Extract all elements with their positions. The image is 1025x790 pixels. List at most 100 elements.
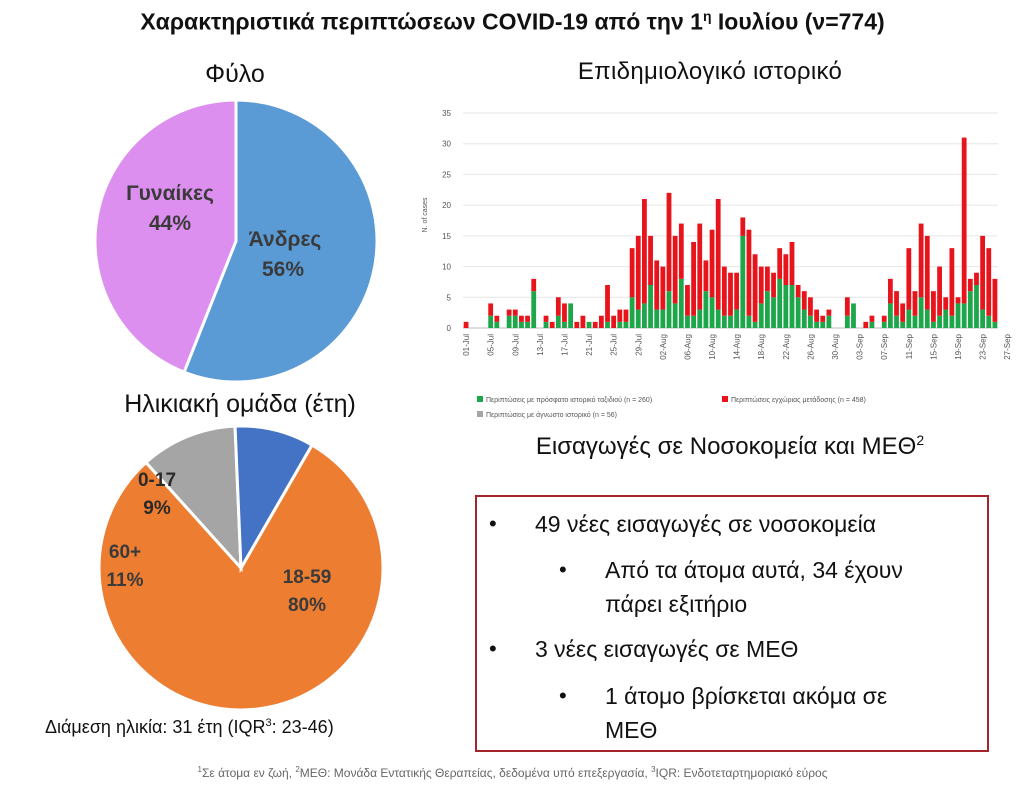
y-axis-label: N. of cases — [422, 197, 429, 233]
bar-segment-travel — [629, 297, 635, 328]
bar-segment-travel — [506, 315, 512, 328]
footnote: 1Σε άτομα εν ζωή, 2ΜΕΘ: Μονάδα Εντατικής… — [197, 765, 828, 780]
bar-segment-local — [617, 309, 623, 322]
legend-swatch — [477, 396, 483, 402]
pie-slice-women — [93, 98, 238, 375]
legend-label: Περιπτώσεις με άγνωστο ιστορικό (n = 56) — [486, 411, 617, 419]
bar-segment-local — [642, 199, 647, 304]
discharged-line-2: πάρει εξιτήριο — [605, 591, 748, 617]
main-title: Χαρακτηριστικά περιπτώσεων COVID-19 από … — [140, 8, 885, 35]
still-icu-line-1: 1 άτομο βρίσκεται ακόμα σε — [605, 683, 888, 709]
bar-segment-travel — [642, 303, 647, 328]
bar-segment-travel — [943, 309, 949, 328]
bar-segment-local — [894, 291, 899, 316]
bar-segment-local — [789, 242, 795, 285]
bar-segment-travel — [525, 321, 530, 328]
bar-segment-travel — [691, 315, 697, 328]
bar-segment-travel — [740, 235, 746, 328]
legend-swatch — [722, 396, 728, 402]
pie-pct-0-17: 9% — [143, 498, 171, 519]
bullet: • — [489, 636, 497, 661]
bar-segment-local — [937, 266, 942, 316]
bar-segment-travel — [678, 278, 684, 328]
bar-segment-travel — [801, 309, 807, 328]
legend-swatch — [477, 411, 483, 417]
bar-segment-travel — [949, 315, 955, 328]
bar-segment-local — [660, 266, 666, 310]
bar-segment-travel — [789, 285, 795, 328]
bar-segment-local — [906, 248, 912, 310]
sex-pie-title: Φύλο — [205, 60, 265, 88]
hospital-info-box: • 49 νέες εισαγωγές σε νοσοκομεία • Από … — [475, 495, 989, 752]
bar-segment-local — [881, 315, 887, 322]
pie-slice-18-59 — [97, 442, 385, 712]
bar-segment-travel — [881, 321, 887, 328]
bar-segment-local — [777, 248, 783, 279]
x-tick-label: 09-Jul — [511, 334, 520, 356]
pie-label-men: Άνδρες — [249, 228, 322, 251]
bar-segment-local — [752, 254, 758, 322]
bar-segment-local — [506, 309, 512, 316]
bar-segment-travel — [869, 321, 875, 328]
bar-segment-travel — [666, 291, 672, 328]
bar-segment-local — [949, 248, 955, 316]
bar-segment-travel — [967, 291, 973, 328]
pie-label-60plus: 60+ — [109, 542, 141, 563]
bar-segment-local — [771, 272, 776, 298]
bar-segment-local — [808, 297, 813, 316]
bar-segment-travel — [635, 309, 641, 328]
x-tick-label: 19-Sep — [954, 333, 963, 359]
bar-segment-travel — [758, 303, 764, 328]
bar-segment-travel — [752, 321, 758, 328]
x-tick-label: 06-Aug — [683, 334, 692, 360]
bar-segment-local — [814, 309, 819, 322]
bar-segment-travel — [851, 303, 856, 328]
x-tick-label: 03-Sep — [856, 333, 865, 359]
bar-segment-local — [525, 315, 530, 322]
bar-segment-local — [887, 278, 893, 304]
bar-segment-travel — [783, 285, 789, 328]
bar-segment-local — [764, 266, 770, 292]
y-tick-label: 10 — [442, 263, 451, 272]
y-tick-label: 0 — [447, 324, 452, 333]
x-tick-label: 18-Aug — [757, 334, 766, 360]
bar-segment-travel — [586, 321, 592, 328]
bar-segment-local — [555, 297, 561, 316]
bar-segment-local — [863, 321, 869, 328]
bar-segment-travel — [955, 303, 961, 328]
pie-label-women: Γυναίκες — [126, 182, 214, 205]
bar-segment-local — [592, 321, 598, 328]
bar-segment-travel — [900, 321, 906, 328]
bar-segment-local — [488, 303, 494, 316]
bar-segment-travel — [826, 315, 832, 328]
bar-segment-local — [691, 242, 697, 316]
bar-segment-travel — [648, 285, 653, 328]
bar-segment-travel — [709, 297, 715, 328]
bar-segment-travel — [543, 321, 549, 328]
x-tick-label: 26-Aug — [806, 334, 815, 360]
bar-segment-local — [746, 229, 752, 316]
bar-segment-local — [795, 285, 801, 298]
x-tick-label: 21-Jul — [585, 334, 594, 356]
bar-segment-local — [900, 303, 906, 322]
bar-segment-travel — [808, 315, 813, 328]
bar-segment-local — [783, 254, 789, 285]
bar-segment-travel — [721, 315, 727, 328]
bar-segment-travel — [734, 309, 740, 328]
bar-segment-local — [715, 199, 721, 310]
bar-segment-travel — [844, 315, 850, 328]
bar-segment-local — [598, 315, 604, 328]
bar-segment-local — [685, 285, 690, 316]
bar-segment-local — [986, 248, 992, 316]
x-tick-label: 25-Jul — [610, 334, 619, 356]
epi-chart-title: Επιδημιολογικό ιστορικό — [577, 58, 843, 85]
bar-segment-travel — [715, 309, 721, 328]
legend-label: Περιπτώσεις με πρόσφατο ιστορικό ταξιδιο… — [486, 396, 652, 404]
bar-segment-local — [869, 315, 875, 322]
bullet: • — [559, 683, 567, 708]
bar-segment-travel — [568, 303, 574, 328]
hospital-admissions: 49 νέες εισαγωγές σε νοσοκομεία — [535, 511, 877, 537]
bar-segment-travel — [937, 315, 942, 328]
bar-segment-travel — [931, 321, 936, 328]
x-tick-label: 22-Aug — [782, 334, 791, 360]
